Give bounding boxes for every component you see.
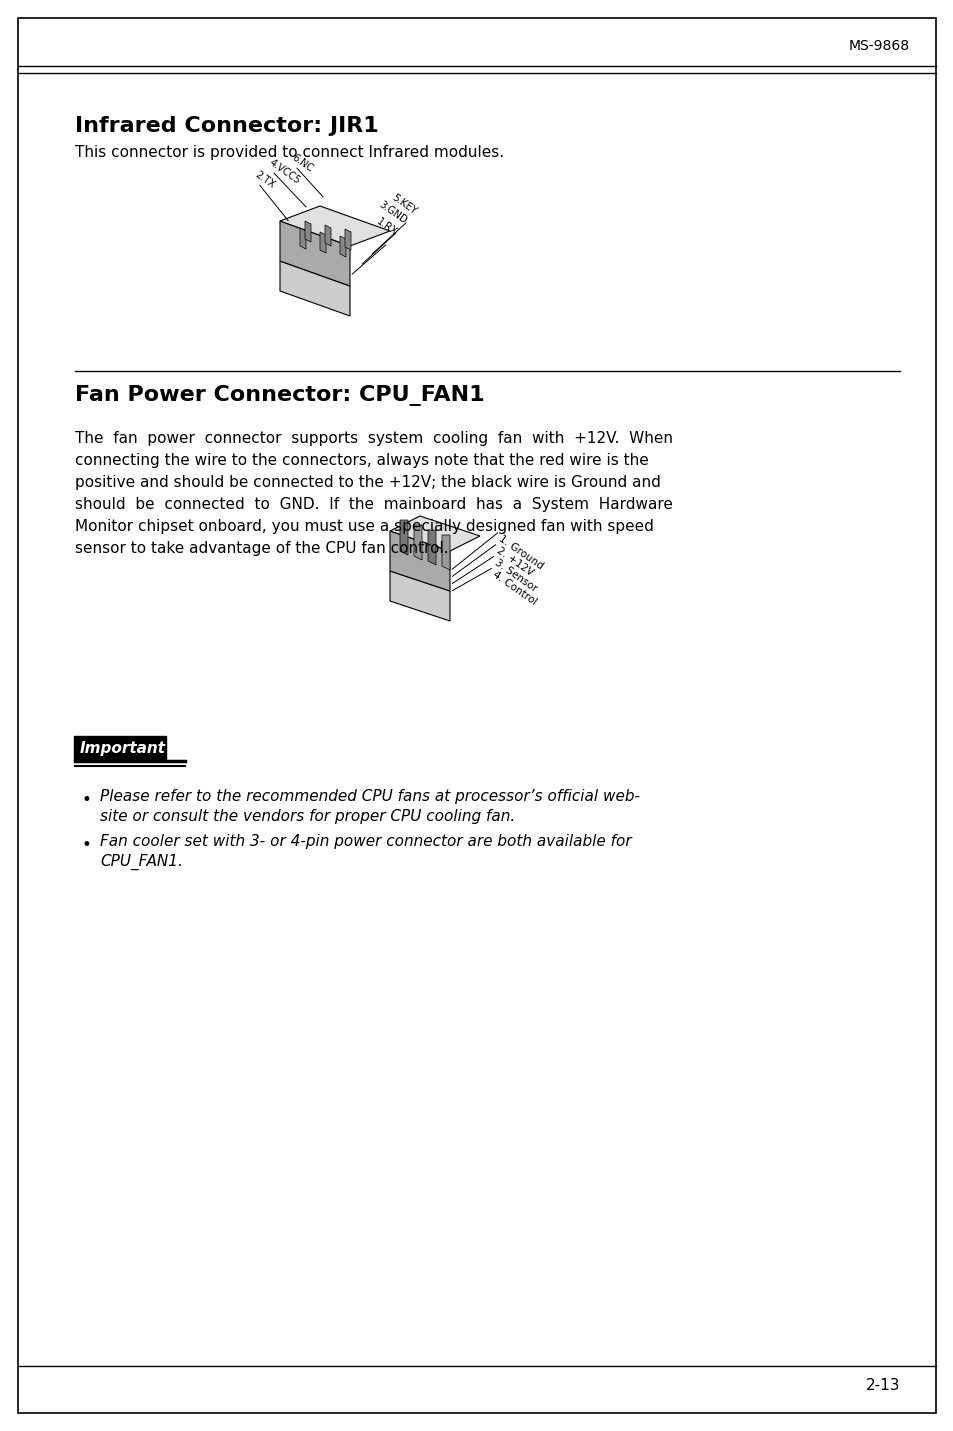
Polygon shape (390, 517, 479, 551)
Text: site or consult the vendors for proper CPU cooling fan.: site or consult the vendors for proper C… (100, 809, 515, 824)
Polygon shape (345, 229, 351, 250)
Text: •: • (82, 791, 91, 809)
Text: This connector is provided to connect Infrared modules.: This connector is provided to connect In… (75, 146, 503, 160)
Text: should  be  connected  to  GND.  If  the  mainboard  has  a  System  Hardware: should be connected to GND. If the mainb… (75, 497, 672, 512)
Polygon shape (390, 531, 450, 591)
Text: 2. +12V: 2. +12V (495, 545, 535, 578)
Text: Fan cooler set with 3- or 4-pin power connector are both available for: Fan cooler set with 3- or 4-pin power co… (100, 834, 631, 849)
Text: 3. Sensor: 3. Sensor (493, 557, 538, 594)
Text: MS-9868: MS-9868 (848, 39, 909, 53)
Polygon shape (305, 220, 311, 242)
Polygon shape (339, 236, 346, 258)
Polygon shape (390, 571, 450, 621)
Text: Important: Important (80, 740, 166, 756)
Polygon shape (428, 529, 436, 565)
Text: •: • (82, 836, 91, 854)
Text: 4.VCC5: 4.VCC5 (267, 157, 301, 186)
Polygon shape (441, 535, 450, 570)
FancyBboxPatch shape (74, 736, 166, 760)
Text: 6.NC: 6.NC (290, 153, 314, 175)
Polygon shape (319, 232, 326, 253)
Text: connecting the wire to the connectors, always note that the red wire is the: connecting the wire to the connectors, a… (75, 454, 648, 468)
Text: 4. Control: 4. Control (491, 570, 538, 607)
Polygon shape (414, 525, 421, 560)
Polygon shape (399, 519, 408, 555)
Text: 3.GND: 3.GND (376, 200, 408, 226)
Text: sensor to take advantage of the CPU fan control.: sensor to take advantage of the CPU fan … (75, 541, 448, 557)
Text: CPU_FAN1.: CPU_FAN1. (100, 854, 183, 870)
Polygon shape (280, 206, 390, 246)
Polygon shape (280, 220, 350, 286)
Text: 2.TX: 2.TX (253, 170, 276, 190)
Text: Please refer to the recommended CPU fans at processor’s official web-: Please refer to the recommended CPU fans… (100, 788, 639, 804)
Text: 1. Ground: 1. Ground (497, 532, 545, 571)
Text: The  fan  power  connector  supports  system  cooling  fan  with  +12V.  When: The fan power connector supports system … (75, 431, 672, 446)
Text: Monitor chipset onboard, you must use a specially designed fan with speed: Monitor chipset onboard, you must use a … (75, 519, 653, 534)
Text: 2-13: 2-13 (864, 1378, 899, 1394)
Text: 1.RX: 1.RX (375, 218, 398, 238)
Text: 5.KEY: 5.KEY (390, 192, 418, 216)
Text: Fan Power Connector: CPU_FAN1: Fan Power Connector: CPU_FAN1 (75, 385, 484, 406)
Polygon shape (280, 260, 350, 316)
Polygon shape (299, 228, 306, 249)
Polygon shape (325, 225, 331, 246)
Text: Infrared Connector: JIR1: Infrared Connector: JIR1 (75, 116, 378, 136)
Text: positive and should be connected to the +12V; the black wire is Ground and: positive and should be connected to the … (75, 475, 660, 489)
